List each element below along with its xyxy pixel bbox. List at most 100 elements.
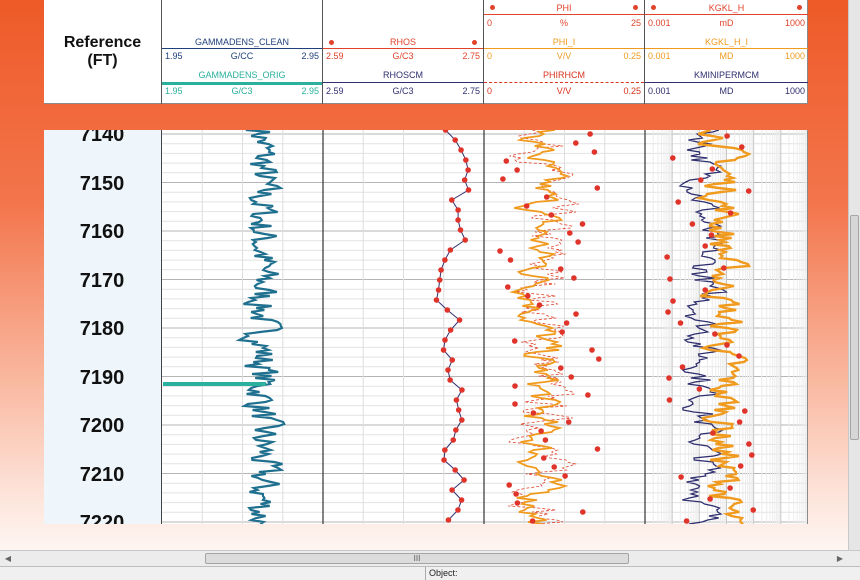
scroll-right-icon[interactable]: ▶ [836,554,844,563]
rhos-point [457,227,464,233]
phi-point [589,347,595,353]
rhos-point [453,397,460,403]
log-curves-canvas[interactable] [44,130,808,524]
curve-scale-kminipermcm: 0.001 MD 1000 [648,86,805,96]
phi-point [536,302,543,308]
phi-point [562,473,568,479]
phi-point [500,176,506,182]
phi-point [587,131,593,137]
phi-point [512,401,518,407]
phi-point [594,185,601,191]
horizontal-scroll-thumb[interactable]: III [205,553,629,564]
phi-point [542,437,549,443]
depth-label: 7150 [79,173,125,195]
rhos-point [463,157,469,163]
curve-scale-kgkl-h-i: 0.001 MD 1000 [648,51,805,61]
phi-point [523,203,530,209]
rhos-point [456,317,463,323]
phi-point [580,509,586,515]
rhos-point [433,297,440,303]
rhos-point [442,337,448,343]
kgkl-h-point [702,243,708,249]
curve-scale-kgkl-h: 0.001 mD 1000 [648,18,805,28]
phi-point [543,194,550,200]
rhos-point [444,307,451,313]
track-header-panel: Reference (FT) GAMMADENS_CLEAN 1.95 G/CC… [44,0,808,104]
kgkl-h-point [736,353,742,359]
depth-label: 7140 [79,130,125,146]
kgkl-h-point [739,144,745,150]
kgkl-h-point [675,199,681,205]
kgkl-h-point [665,309,671,315]
phi-point [525,293,531,299]
phi-point [541,455,547,461]
kgkl-h-point [710,430,716,436]
curve-name-phirhcm: PHIRHCM [543,70,585,80]
curve-scale-gammadens-clean: 1.95 G/CC 2.95 [165,51,319,61]
kgkl-h-point [664,254,670,260]
depth-label: 7160 [79,221,125,243]
vertical-scrollbar[interactable] [848,0,860,550]
curve-name-rhoscm: RHOSCM [383,70,423,80]
phi-point [557,266,564,272]
status-bar: Object: [0,566,860,580]
rhos-point [461,177,468,183]
kgkl-h-point [670,298,676,304]
phi-point [565,419,572,425]
phi-point [568,374,574,380]
rhos-point [449,487,455,493]
phi-point [571,275,577,281]
phi-point [507,257,514,263]
track-header-phi[interactable]: PHI 0 % 25 PHI_I 0 V/V 0.25 PHIRHCM 0 V/… [484,0,645,104]
vertical-scroll-thumb[interactable] [850,215,859,440]
rhos-point [455,407,462,413]
phi-point [559,329,565,335]
phi-point [511,338,518,344]
scroll-left-icon[interactable]: ◀ [4,554,12,563]
reference-title: Reference [63,34,142,51]
rhos-point [442,130,449,133]
status-object-label: Object: [425,567,458,580]
phi-point [530,410,537,416]
curve-name-gammadens-clean: GAMMADENS_CLEAN [194,37,290,47]
horizontal-scrollbar[interactable]: ◀ III ▶ [0,550,860,566]
kgkl-h-point [727,485,733,491]
kgkl-h-point [709,166,716,172]
kgkl-h-point [727,210,734,216]
track-header-rhos[interactable]: RHOS 2.59 G/C3 2.75 RHOSCM 2.59 G/C3 2.7… [323,0,484,104]
rhos-point [442,447,448,453]
phi-point [551,464,557,470]
track-header-gammadens[interactable]: GAMMADENS_CLEAN 1.95 G/CC 2.95 GAMMADENS… [162,0,323,104]
rhos-point [455,507,461,513]
kminipermcm-curve [678,130,729,524]
kgkl-h-point [698,177,704,183]
curve-name-rhos: RHOS [389,37,416,47]
track-header-perm[interactable]: KGKL_H 0.001 mD 1000 KGKL_H_I 0.001 MD 1… [645,0,808,104]
kgkl-h-point [707,496,713,502]
curve-line-swatch [645,82,808,83]
rhos-point [447,247,454,253]
rhos-point [452,467,458,473]
reference-unit: (FT) [87,52,118,69]
phi-point [505,284,511,290]
phi-point [585,392,591,398]
curve-line-swatch [162,48,322,49]
curve-name-kgkl-h: KGKL_H [708,3,745,13]
curve-scale-rhoscm: 2.59 G/C3 2.75 [326,86,480,96]
curve-scale-phirhcm: 0 V/V 0.25 [487,86,641,96]
rhos-point [465,187,472,193]
phi-point [579,221,586,227]
kgkl-h-point [724,342,730,348]
rhos-point [447,377,453,383]
rhos-point [442,257,448,263]
curve-scale-gammadens-orig: 1.95 G/C3 2.95 [165,86,319,96]
phi-point [514,167,520,173]
kgkl-h-point [708,232,715,238]
reference-column-header: Reference (FT) [44,0,162,104]
rhos-point [459,387,465,393]
rhos-point [445,517,452,523]
kgkl-h-point [666,397,673,403]
phi-point [513,491,519,497]
log-plot-area[interactable]: 7140 7150 7160 7170 7180 7190 7200 7210 … [44,130,808,524]
phi-point [567,230,573,236]
